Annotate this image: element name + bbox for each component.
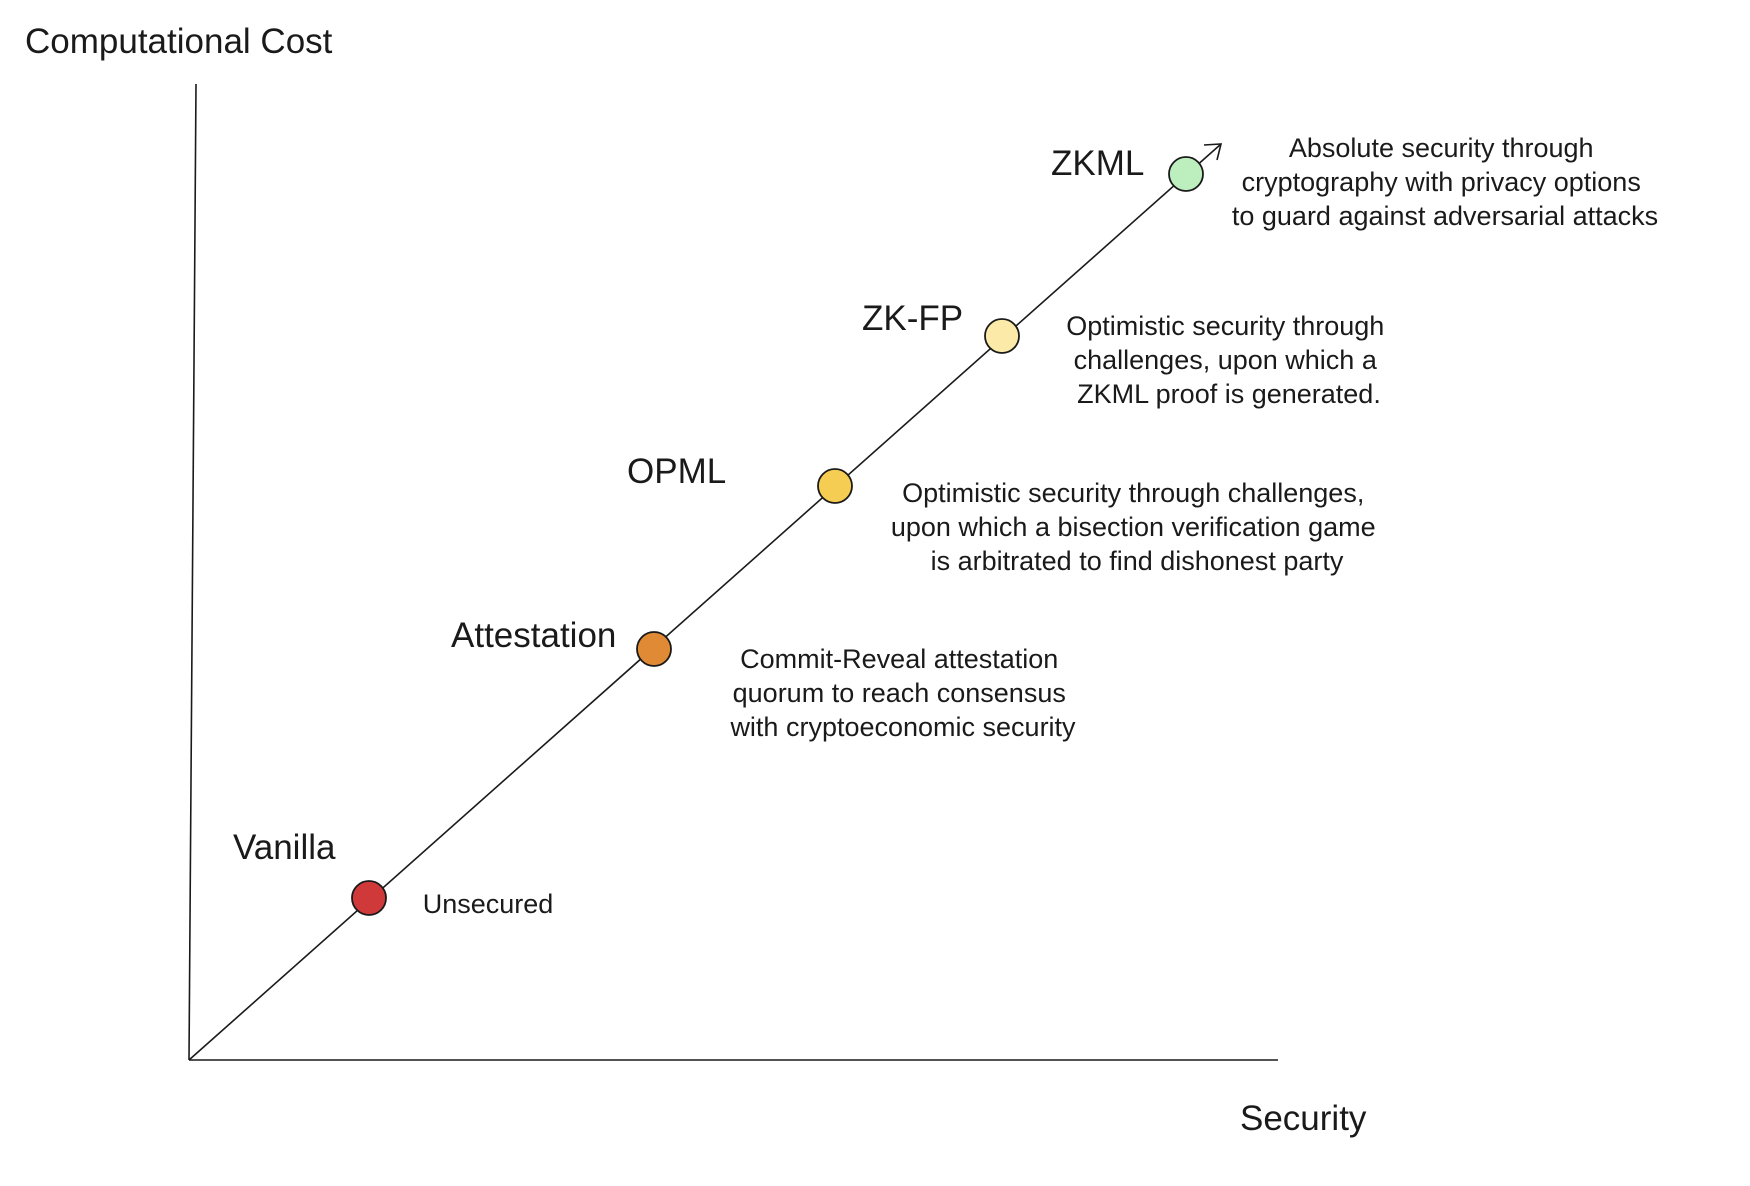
stage-desc-opml: Optimistic security through challenges, … bbox=[891, 478, 1383, 576]
stage-label-zk-fp: ZK-FP bbox=[862, 299, 963, 338]
stage-desc-vanilla: Unsecured bbox=[423, 889, 554, 919]
stage-dot-vanilla bbox=[351, 880, 387, 916]
stage-zkml: ZKML Absolute security through cryptogra… bbox=[1051, 133, 1658, 231]
stage-desc-line: with cryptoeconomic security bbox=[729, 712, 1076, 742]
stage-dot-zkml bbox=[1168, 156, 1204, 192]
y-axis-line bbox=[188, 83, 197, 1061]
stage-desc-line: Optimistic security through bbox=[1066, 311, 1384, 341]
stage-desc-line: ZKML proof is generated. bbox=[1077, 379, 1381, 409]
stage-desc-zk-fp: Optimistic security through challenges, … bbox=[1066, 311, 1392, 409]
stage-desc-line: Optimistic security through challenges, bbox=[902, 478, 1364, 508]
trend-line bbox=[188, 143, 1222, 1061]
stage-label-opml: OPML bbox=[627, 452, 726, 491]
stage-desc-line: challenges, upon which a bbox=[1074, 345, 1378, 375]
stage-vanilla: Vanilla Unsecured bbox=[233, 828, 553, 919]
stage-desc-line: cryptography with privacy options bbox=[1242, 167, 1641, 197]
stage-desc-line: is arbitrated to find dishonest party bbox=[931, 546, 1344, 576]
stage-desc-line: upon which a bisection verification game bbox=[891, 512, 1376, 542]
x-axis-title: Security bbox=[1240, 1099, 1367, 1138]
y-axis-title: Computational Cost bbox=[25, 22, 333, 61]
stage-desc-line: Absolute security through bbox=[1289, 133, 1594, 163]
stage-desc-attestation: Commit-Reveal attestation quorum to reac… bbox=[729, 644, 1076, 742]
stage-desc-line: Unsecured bbox=[423, 889, 554, 919]
stage-zk-fp: ZK-FP Optimistic security through challe… bbox=[862, 299, 1392, 409]
stage-dot-opml bbox=[817, 468, 853, 504]
stage-desc-line: to guard against adversarial attacks bbox=[1232, 201, 1658, 231]
stage-desc-zkml: Absolute security through cryptography w… bbox=[1232, 133, 1658, 231]
stage-label-zkml: ZKML bbox=[1051, 144, 1144, 183]
stage-label-attestation: Attestation bbox=[451, 616, 616, 655]
stage-desc-line: Commit-Reveal attestation bbox=[740, 644, 1058, 674]
stage-label-vanilla: Vanilla bbox=[233, 828, 336, 867]
stage-dot-attestation bbox=[636, 631, 672, 667]
stage-dot-zk-fp bbox=[984, 318, 1020, 354]
stage-attestation: Attestation Commit-Reveal attestation qu… bbox=[451, 616, 1076, 742]
stage-opml: OPML Optimistic security through challen… bbox=[627, 452, 1383, 576]
trend-arrowhead bbox=[1203, 143, 1223, 161]
stage-desc-line: quorum to reach consensus bbox=[733, 678, 1066, 708]
